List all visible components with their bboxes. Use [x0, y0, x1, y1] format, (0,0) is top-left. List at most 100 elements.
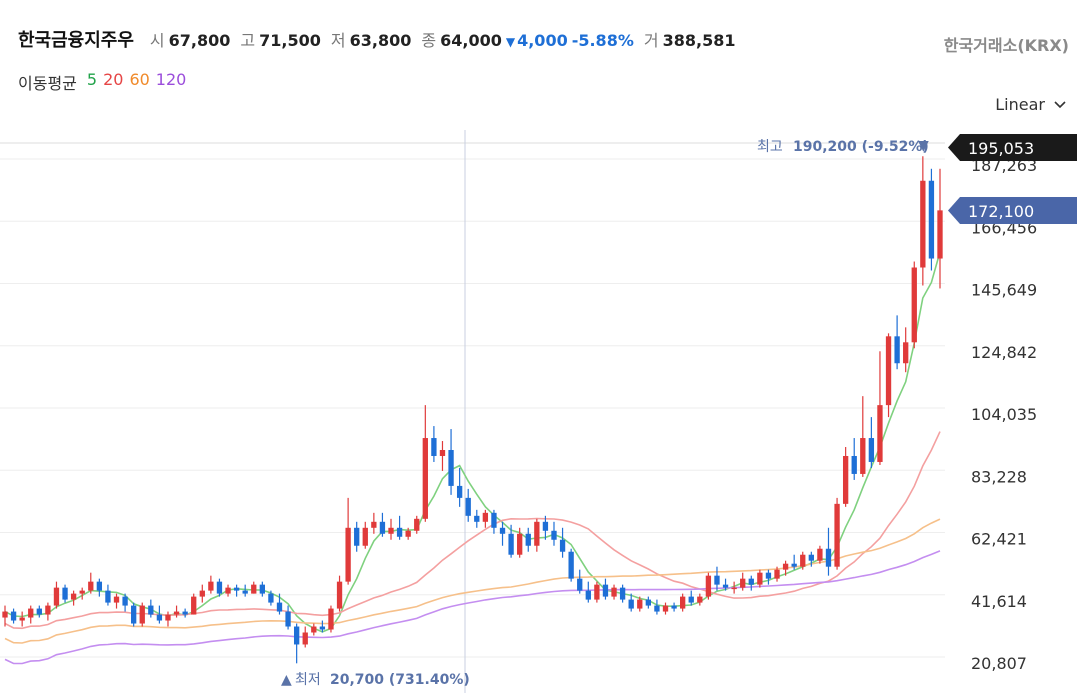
ma-20-line: [4, 431, 941, 630]
candle-body: [542, 521, 549, 531]
change-percent: -5.88%: [571, 31, 634, 50]
candle-body: [740, 578, 746, 588]
candle-body: [611, 587, 617, 597]
candle-body: [928, 180, 935, 259]
candle-body: [405, 530, 411, 537]
candle-body: [439, 450, 446, 456]
candle-body: [645, 599, 652, 606]
ma-120-line: [4, 550, 941, 665]
candle-body: [568, 551, 574, 579]
chevron-down-icon: [1054, 100, 1066, 108]
candle-body: [782, 563, 789, 570]
candle-body: [431, 438, 437, 456]
candle-body: [877, 405, 883, 462]
moving-average-lines: [4, 251, 941, 665]
candle-body: [448, 450, 454, 486]
close-value: 64,000: [440, 31, 502, 50]
high-annotation-value: 190,200 (-9.52%): [793, 139, 929, 155]
candle-body: [62, 587, 68, 600]
top-price-tag-text: 195,053: [968, 139, 1034, 158]
top-price-tag: 195,053: [948, 134, 1077, 161]
y-axis-tick-label: 41,614: [971, 592, 1027, 611]
low-label: 저: [330, 31, 346, 50]
candle-body: [628, 599, 634, 609]
candle-body: [525, 533, 531, 546]
ma-5-toggle[interactable]: 5: [86, 70, 98, 89]
candle-body: [774, 569, 780, 579]
price-chart[interactable]: 187,263166,456145,649124,842104,03583,22…: [0, 130, 1077, 693]
candle-body: [19, 617, 25, 621]
candle-body: [825, 548, 832, 567]
candle-body: [714, 575, 720, 585]
candle-body: [88, 581, 94, 591]
candle-body: [697, 596, 703, 603]
high-annotation-label: 최고: [757, 139, 783, 155]
candle-body: [79, 590, 85, 594]
moving-average-legend: 이동평균 5 20 60 120: [18, 70, 186, 94]
candle-body: [517, 533, 523, 555]
candle-body: [148, 605, 154, 615]
candle-body: [122, 596, 128, 606]
low-annotation-label: 최저: [295, 672, 321, 688]
candle-body: [70, 593, 77, 600]
high-label: 고: [240, 31, 256, 50]
quote-header: 한국금융지주우 시 67,800 고 71,500 저 63,800 종 64,…: [18, 26, 745, 52]
scale-selector[interactable]: Linear: [995, 95, 1067, 114]
candle-body: [482, 512, 489, 522]
candle-body: [808, 554, 814, 561]
candle-body: [619, 587, 626, 600]
candle-body: [577, 578, 583, 591]
ma-120-toggle[interactable]: 120: [155, 70, 187, 89]
candle-body: [165, 614, 171, 621]
candle-body: [559, 539, 566, 552]
y-axis-tick-label: 104,035: [971, 405, 1037, 424]
candle-body: [705, 575, 712, 597]
ma-60-toggle[interactable]: 60: [129, 70, 150, 89]
candle-body: [474, 515, 480, 522]
candle-body: [748, 578, 754, 585]
candle-body: [199, 590, 205, 597]
down-arrow-icon: ▼: [505, 35, 516, 49]
candle-body: [268, 593, 274, 603]
candle-body: [422, 438, 428, 519]
candle-body: [131, 605, 137, 624]
candle-body: [336, 581, 343, 609]
candle-body: [371, 521, 377, 528]
candle-body: [225, 587, 231, 594]
candle-body: [276, 602, 283, 612]
candle-body: [96, 581, 103, 591]
candle-body: [379, 521, 386, 534]
chart-grid: [0, 142, 945, 658]
candle-body: [842, 455, 849, 504]
candle-body: [28, 608, 34, 618]
exchange-label: 한국거래소(KRX): [943, 36, 1069, 55]
candle-body: [765, 572, 772, 579]
stock-name[interactable]: 한국금융지주우: [18, 30, 134, 51]
candle-body: [903, 342, 909, 364]
candle-body: [182, 611, 188, 615]
candle-body: [328, 608, 334, 630]
candle-body: [259, 584, 265, 594]
candle-body: [534, 521, 540, 546]
candle-body: [551, 530, 557, 540]
candle-body: [53, 587, 60, 606]
candle-body: [456, 485, 463, 498]
current-price-tag-text: 172,100: [968, 202, 1034, 221]
low-annotation-value: 20,700 (731.40%): [330, 672, 470, 688]
candle-body: [491, 512, 497, 528]
close-label: 종: [421, 31, 437, 50]
candle-body: [602, 584, 609, 597]
candle-body: [722, 584, 729, 588]
candle-body: [173, 611, 180, 615]
candle-body: [311, 626, 317, 633]
candle-body: [465, 497, 471, 516]
open-value: 67,800: [168, 31, 231, 50]
y-axis-labels: 187,263166,456145,649124,842104,03583,22…: [971, 156, 1037, 673]
candle-body: [2, 611, 8, 618]
candle-body: [851, 455, 857, 474]
candle-body: [757, 572, 763, 585]
candle-body: [654, 605, 660, 612]
ma-20-toggle[interactable]: 20: [103, 70, 124, 89]
candle-body: [911, 267, 917, 343]
volume-value: 388,581: [662, 31, 736, 50]
